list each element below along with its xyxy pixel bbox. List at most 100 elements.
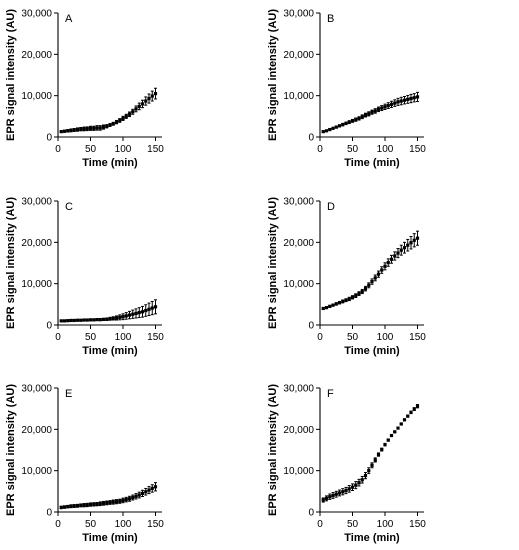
data-point: [354, 483, 358, 487]
data-point: [153, 92, 158, 96]
data-point: [150, 486, 154, 491]
data-point: [118, 315, 122, 319]
data-point: [360, 478, 364, 482]
data-point: [367, 112, 371, 116]
data-point: [72, 128, 76, 132]
data-point: [328, 304, 332, 308]
x-tick-label: 150: [147, 519, 164, 530]
data-point: [331, 126, 335, 130]
data-point: [328, 495, 332, 499]
data-point: [95, 318, 99, 322]
y-tick-label: 30,000: [283, 9, 314, 20]
y-tick-label: 10,000: [283, 91, 314, 102]
data-point: [347, 297, 351, 301]
data-point: [357, 116, 361, 120]
data-point: [347, 120, 351, 124]
x-tick-label: 100: [377, 144, 394, 155]
x-axis-label: Time (min): [344, 157, 400, 169]
data-point: [376, 452, 381, 457]
data-point: [396, 100, 400, 104]
data-point: [75, 127, 80, 132]
y-tick-label: 30,000: [283, 197, 314, 208]
data-point: [406, 414, 410, 418]
chart-panel-d: 0 10,000 20,000 30,000 0 50 100 150 Time (min) EP…: [267, 197, 426, 358]
x-axis-label: Time (min): [82, 157, 138, 169]
data-point: [82, 503, 86, 507]
data-point: [66, 129, 70, 133]
x-tick-label: 150: [147, 144, 164, 155]
data-point: [415, 95, 420, 99]
data-point: [389, 257, 394, 261]
data-point: [69, 128, 73, 132]
data-point: [108, 500, 112, 505]
data-point: [134, 107, 138, 111]
x-tick-label: 0: [317, 332, 323, 343]
y-axis-label: EPR signal intensity (AU): [267, 197, 279, 329]
y-tick-label: 30,000: [21, 384, 52, 395]
data-point: [380, 268, 384, 272]
data-point: [111, 316, 115, 320]
data-point: [62, 319, 67, 323]
chart-panel-b: 0 10,000 20,000 30,000 0 50 100 150 Time (min) EP…: [267, 9, 426, 170]
data-point: [350, 295, 355, 299]
data-point: [153, 485, 158, 489]
data-point: [82, 127, 86, 131]
y-tick-label: 0: [46, 321, 52, 332]
data-point: [127, 112, 132, 116]
x-tick-label: 50: [85, 144, 97, 155]
data-point: [406, 243, 410, 247]
data-point: [331, 493, 335, 498]
data-point: [79, 318, 83, 322]
data-point: [373, 109, 377, 113]
data-point: [412, 238, 416, 242]
data-point: [153, 305, 158, 309]
data-point: [127, 313, 132, 317]
data-point: [124, 314, 128, 318]
data-point: [350, 485, 355, 489]
x-tick-label: 100: [115, 144, 132, 155]
data-point: [373, 276, 377, 280]
data-point: [137, 104, 141, 109]
data-point: [393, 254, 397, 258]
data-point: [66, 319, 70, 323]
data-point: [350, 119, 355, 123]
data-point: [88, 502, 93, 507]
data-point: [140, 102, 145, 106]
data-point: [393, 101, 397, 105]
data-point: [144, 308, 148, 313]
data-point: [386, 260, 390, 265]
data-point: [360, 289, 364, 294]
data-point: [95, 502, 99, 506]
x-tick-label: 100: [115, 332, 132, 343]
data-point: [118, 118, 122, 123]
data-point: [406, 97, 410, 101]
data-point: [66, 505, 70, 509]
x-tick-label: 50: [347, 519, 359, 530]
y-tick-label: 20,000: [21, 425, 52, 436]
x-tick-label: 100: [115, 519, 132, 530]
data-point: [85, 127, 89, 131]
data-point: [79, 127, 83, 131]
data-point: [402, 246, 407, 250]
data-point: [101, 125, 106, 129]
data-point: [105, 317, 109, 321]
x-tick-label: 150: [409, 519, 426, 530]
data-point: [105, 501, 109, 505]
data-point: [344, 298, 348, 302]
data-point: [337, 124, 342, 128]
data-point: [118, 499, 122, 503]
x-tick-label: 50: [347, 332, 359, 343]
data-point: [367, 469, 371, 473]
data-point: [341, 490, 345, 494]
data-point: [72, 504, 76, 508]
data-point: [380, 447, 384, 452]
panel-label: B: [327, 13, 334, 25]
y-tick-label: 30,000: [283, 384, 314, 395]
data-point: [354, 118, 358, 122]
data-point: [409, 241, 413, 245]
data-point: [396, 426, 400, 430]
data-point: [137, 311, 141, 315]
chart-panel-f: 0 10,000 20,000 30,000 0 50 100 150 Time (min) EP…: [267, 384, 426, 545]
data-point: [321, 498, 325, 502]
